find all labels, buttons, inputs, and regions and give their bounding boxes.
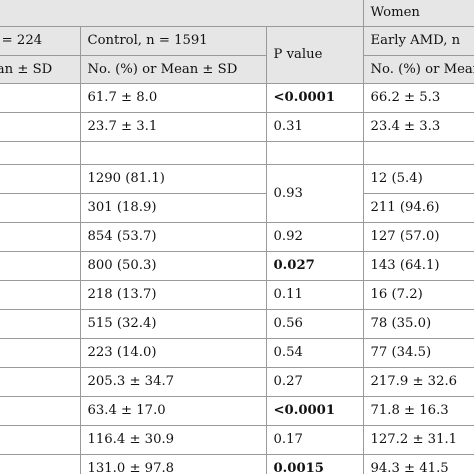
table-row: 116.4 ± 30.9 0.17 127.2 ± 31.1	[0, 425, 474, 455]
case-cell	[0, 280, 80, 310]
pvalue-cell: 0.92	[265, 222, 363, 252]
control-cell: 218 (13.7)	[79, 280, 266, 310]
women-cell: 217.9 ± 32.6	[362, 367, 474, 397]
group-header-row: Women	[0, 0, 474, 27]
table-row: 223 (14.0) 0.54 77 (34.5)	[0, 338, 474, 368]
pvalue-cell: 0.54	[265, 338, 363, 368]
pvalue-cell: 0.11	[265, 280, 363, 310]
table-row: 61.7 ± 8.0 <0.0001 66.2 ± 5.3	[0, 83, 474, 113]
case-cell	[0, 193, 80, 223]
group-header-blank	[0, 0, 363, 27]
women-cell: 71.8 ± 16.3	[362, 396, 474, 426]
women-cell: 143 (64.1)	[362, 251, 474, 281]
women-cell: 77 (34.5)	[362, 338, 474, 368]
case-cell	[0, 251, 80, 281]
control-cell: 223 (14.0)	[79, 338, 266, 368]
case-cell	[0, 396, 80, 426]
women-cell: 94.3 ± 41.5	[362, 454, 474, 474]
women-cell: 127.2 ± 31.1	[362, 425, 474, 455]
table-row: 23.7 ± 3.1 0.31 23.4 ± 3.3	[0, 112, 474, 142]
control-cell: 131.0 ± 97.8	[79, 454, 266, 474]
sub-header-row: ean ± SD No. (%) or Mean ± SD No. (%) or…	[0, 55, 474, 84]
women-cell: 66.2 ± 5.3	[362, 83, 474, 113]
table-row: 63.4 ± 17.0 <0.0001 71.8 ± 16.3	[0, 396, 474, 426]
col-header-pvalue: P value	[265, 26, 363, 84]
case-cell	[0, 454, 80, 474]
control-cell: 515 (32.4)	[79, 309, 266, 339]
pvalue-cell: 0.93	[265, 164, 363, 223]
table-row: 218 (13.7) 0.11 16 (7.2)	[0, 280, 474, 310]
case-cell	[0, 112, 80, 142]
women-cell: 78 (35.0)	[362, 309, 474, 339]
col-header-case: n = 224	[0, 26, 80, 56]
table-row: 205.3 ± 34.7 0.27 217.9 ± 32.6	[0, 367, 474, 397]
sub-header-case: ean ± SD	[0, 55, 80, 84]
women-cell: 211 (94.6)	[362, 193, 474, 223]
case-cell	[0, 164, 80, 194]
table-body: 61.7 ± 8.0 <0.0001 66.2 ± 5.3 23.7 ± 3.1 0.3…	[0, 83, 474, 474]
sub-header-control: No. (%) or Mean ± SD	[79, 55, 266, 84]
control-cell: 854 (53.7)	[79, 222, 266, 252]
control-cell	[79, 141, 266, 165]
pvalue-cell: 0.027	[265, 251, 363, 281]
group-header-women: Women	[362, 0, 474, 27]
control-cell: 1290 (81.1)	[79, 164, 266, 194]
col-header-women-early: Early AMD, n	[362, 26, 474, 56]
women-cell: 23.4 ± 3.3	[362, 112, 474, 142]
women-cell: 127 (57.0)	[362, 222, 474, 252]
pvalue-cell: 0.56	[265, 309, 363, 339]
pvalue-cell: 0.27	[265, 367, 363, 397]
sub-header-women: No. (%) or Mean	[362, 55, 474, 84]
women-cell: 12 (5.4)	[362, 164, 474, 194]
case-cell	[0, 367, 80, 397]
pvalue-cell: 0.17	[265, 425, 363, 455]
control-cell: 116.4 ± 30.9	[79, 425, 266, 455]
case-cell	[0, 83, 80, 113]
pvalue-cell: 0.31	[265, 112, 363, 142]
control-cell: 800 (50.3)	[79, 251, 266, 281]
women-cell: 16 (7.2)	[362, 280, 474, 310]
pvalue-cell: <0.0001	[265, 83, 363, 113]
table-row: 515 (32.4) 0.56 78 (35.0)	[0, 309, 474, 339]
control-cell: 301 (18.9)	[79, 193, 266, 223]
table-row: 131.0 ± 97.8 0.0015 94.3 ± 41.5	[0, 454, 474, 474]
control-cell: 61.7 ± 8.0	[79, 83, 266, 113]
case-cell	[0, 425, 80, 455]
case-cell	[0, 222, 80, 252]
table-row: 1290 (81.1) 0.93 12 (5.4)	[0, 164, 474, 223]
women-cell	[362, 141, 474, 165]
case-cell	[0, 309, 80, 339]
case-cell	[0, 338, 80, 368]
pvalue-cell: <0.0001	[265, 396, 363, 426]
pvalue-cell: 0.0015	[265, 454, 363, 474]
section-gap-row	[0, 141, 474, 165]
column-header-row: n = 224 Control, n = 1591 P value Early …	[0, 26, 474, 84]
table-row: 301 (18.9) 211 (94.6)	[0, 193, 474, 223]
control-cell: 23.7 ± 3.1	[79, 112, 266, 142]
col-header-control: Control, n = 1591	[79, 26, 266, 56]
case-cell	[0, 141, 80, 165]
control-cell: 63.4 ± 17.0	[79, 396, 266, 426]
table-row: 800 (50.3) 0.027 143 (64.1)	[0, 251, 474, 281]
pvalue-cell	[265, 141, 363, 165]
table-row: 854 (53.7) 0.92 127 (57.0)	[0, 222, 474, 252]
control-cell: 205.3 ± 34.7	[79, 367, 266, 397]
